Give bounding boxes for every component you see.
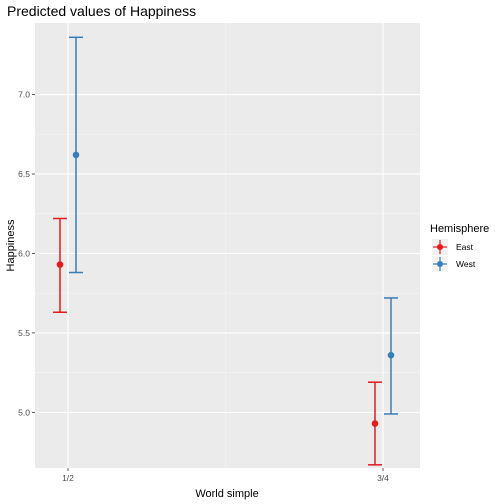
plot-panel — [35, 23, 420, 468]
y-axis: 5.0 5.5 6.0 6.5 7.0 — [18, 90, 35, 417]
y-axis-title: Happiness — [5, 219, 17, 271]
data-point — [387, 351, 395, 359]
data-point — [56, 261, 64, 268]
data-point — [72, 151, 80, 159]
legend-title: Hemisphere — [430, 223, 489, 235]
legend-item-west: West — [432, 256, 476, 272]
y-tick-label: 7.0 — [18, 90, 30, 100]
legend-label: West — [456, 259, 476, 269]
grid-lines — [35, 23, 420, 468]
legend-key-point — [437, 244, 443, 250]
y-tick-label: 5.5 — [18, 328, 30, 338]
series-west — [69, 36, 398, 415]
series-east — [53, 217, 382, 466]
legend: Hemisphere East West — [430, 223, 489, 272]
y-tick-label: 5.0 — [18, 407, 30, 417]
series-layer — [53, 36, 398, 466]
x-axis: 1/2 3/4 — [62, 468, 389, 483]
x-tick-label: 1/2 — [62, 473, 74, 483]
legend-label: East — [456, 242, 474, 252]
data-point — [371, 420, 379, 427]
x-axis-title: World simple — [195, 488, 258, 500]
y-tick-label: 6.0 — [18, 248, 30, 258]
chart-title: Predicted values of Happiness — [7, 3, 196, 19]
legend-item-east: East — [432, 239, 474, 255]
y-tick-label: 6.5 — [18, 169, 30, 179]
legend-key-point — [437, 261, 443, 267]
x-tick-label: 3/4 — [377, 473, 389, 483]
